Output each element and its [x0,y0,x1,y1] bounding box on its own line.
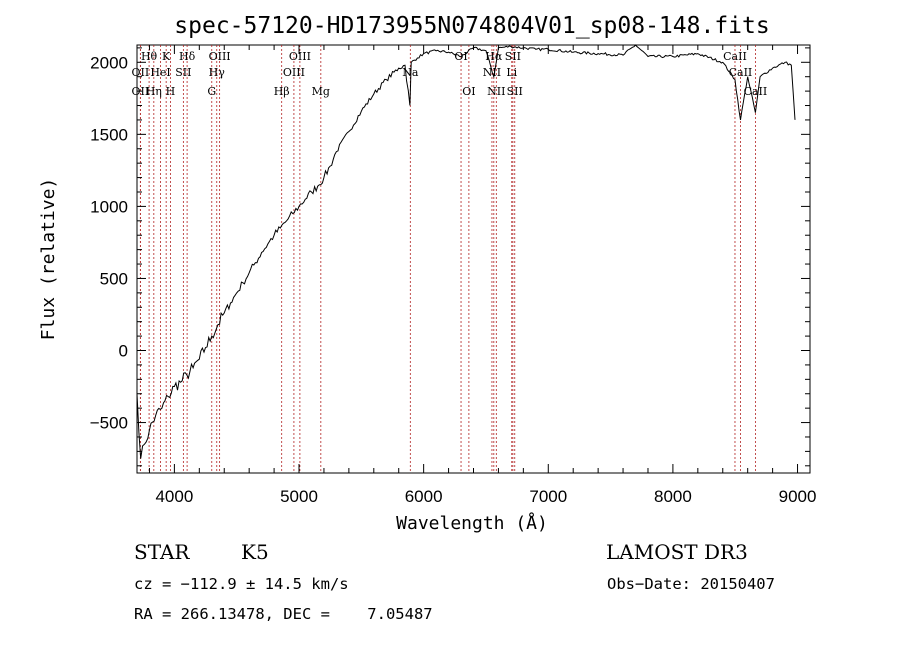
line-label: HeI [150,66,170,79]
y-axis-ticks: −500 0 500 1000 1500 2000 [90,47,810,467]
line-label: Hδ [179,50,196,63]
line-label: CaII [744,85,768,98]
line-label: SII [505,50,521,63]
line-label: Hθ [141,50,158,63]
line-label: OIII [283,66,305,79]
y-tick-label: 1500 [90,125,128,144]
line-label: OI [462,85,475,98]
line-label: K [162,50,171,63]
x-axis-label: Wavelength (Å) [396,512,548,534]
x-tick-label: 8000 [654,487,692,506]
y-tick-label: 0 [119,342,128,361]
line-label: CaII [723,50,747,63]
line-labels: HθOIIOIIHηHeIKHSIIHδGHγOIIIHβOIIIOIIIMgN… [132,50,768,98]
line-label: SII [507,85,523,98]
x-axis-ticks: 4000 5000 6000 7000 8000 9000 [148,45,817,506]
y-tick-label: 1000 [90,197,128,216]
line-label: Hη [146,85,162,98]
line-label: CaII [729,66,753,79]
line-label: Mg [312,85,330,98]
line-label: OIII [209,50,231,63]
y-tick-label: 2000 [90,53,128,72]
line-label: SII [175,66,191,79]
chart-title: spec-57120-HD173955N074804V01_sp08-148.f… [174,13,769,39]
y-tick-label: 500 [100,269,128,288]
x-tick-label: 9000 [779,487,817,506]
redshift-readout: cz = −112.9 ± 14.5 km/s [134,575,349,593]
x-tick-label: 7000 [529,487,567,506]
y-axis-label: Flux (relative) [38,178,59,341]
line-label: NII [487,85,505,98]
object-subclass: K5 [241,540,269,564]
line-label: Hγ [209,66,226,79]
y-tick-label: −500 [90,414,128,433]
observation-date: Obs−Date: 20150407 [607,575,775,593]
x-tick-label: 6000 [405,487,443,506]
line-label: Hα [485,50,503,63]
survey-name: LAMOST DR3 [606,540,748,564]
object-class: STAR [134,540,190,564]
spectrum-line [136,44,796,459]
line-label: H [166,85,176,98]
line-label: Li [506,66,517,79]
plot-frame [136,44,811,474]
coordinates-readout: RA = 266.13478, DEC = 7.05487 [134,605,433,623]
line-label: OIII [289,50,311,63]
line-markers [139,45,756,473]
line-label: Hβ [274,85,290,98]
line-label: G [207,85,216,98]
x-tick-label: 4000 [155,487,193,506]
line-label: OII [132,66,150,79]
x-tick-label: 5000 [280,487,318,506]
